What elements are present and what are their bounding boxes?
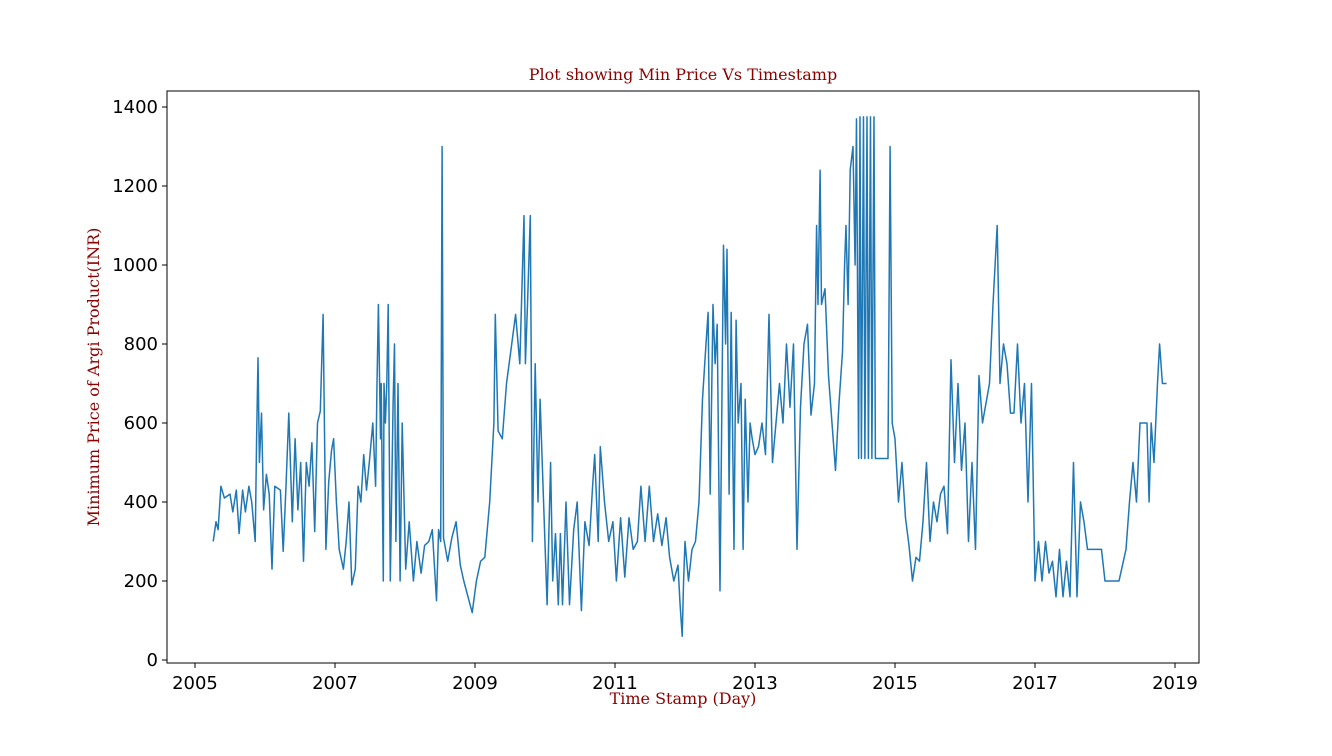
y-tick-label: 600	[124, 413, 158, 434]
x-tick-label: 2013	[732, 673, 778, 694]
y-axis-label: Minimum Price of Argi Product(INR)	[84, 228, 103, 527]
x-tick-label: 2007	[312, 673, 358, 694]
y-tick-label: 400	[124, 492, 158, 513]
x-tick-label: 2005	[172, 673, 218, 694]
y-tick-label: 1400	[112, 97, 158, 118]
y-tick-label: 200	[124, 571, 158, 592]
y-tick-label: 0	[147, 650, 158, 671]
plot-frame	[166, 90, 1200, 664]
x-tick-label: 2017	[1012, 673, 1058, 694]
y-tick-label: 800	[124, 334, 158, 355]
chart-title: Plot showing Min Price Vs Timestamp	[529, 65, 837, 84]
x-tick-label: 2015	[872, 673, 918, 694]
x-tick-label: 2019	[1152, 673, 1198, 694]
x-tick-label: 2011	[592, 673, 638, 694]
line-series	[212, 116, 1167, 638]
y-tick-label: 1000	[112, 255, 158, 276]
y-tick-label: 1200	[112, 176, 158, 197]
x-tick-label: 2009	[452, 673, 498, 694]
x-axis-label: Time Stamp (Day)	[610, 689, 757, 708]
